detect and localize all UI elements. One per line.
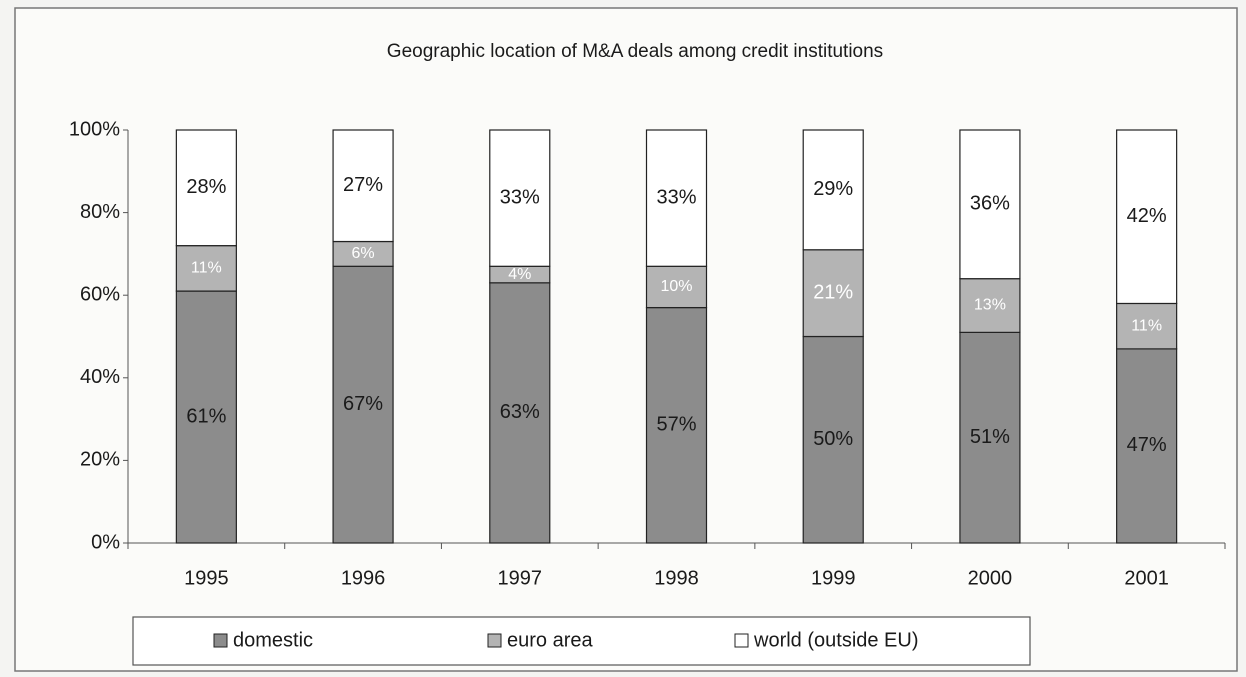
data-label: 28% [186, 176, 226, 198]
data-label: 47% [1127, 434, 1167, 456]
bar-segment [489, 282, 551, 544]
data-label: 11% [191, 260, 222, 277]
legend-label: world (outside EU) [753, 629, 919, 651]
bar-segment [802, 335, 864, 544]
x-tick-label: 1996 [341, 567, 386, 589]
y-tick-label: 20% [80, 449, 120, 471]
legend-box [132, 616, 1031, 666]
bar-segment [959, 129, 1021, 280]
data-label: 33% [500, 186, 540, 208]
bar-segment [489, 129, 551, 267]
bar-segment [802, 129, 864, 251]
data-label: 42% [1127, 205, 1167, 227]
data-label: 11% [1131, 317, 1162, 334]
x-tick-label: 1997 [498, 567, 543, 589]
x-tick-label: 2000 [968, 567, 1013, 589]
data-label: 50% [813, 428, 853, 450]
bar-segment [645, 265, 708, 309]
legend-swatch [213, 633, 228, 648]
data-label: 51% [970, 426, 1010, 448]
bar-segment [1116, 129, 1178, 305]
data-label: 57% [656, 414, 696, 436]
bar-segment [1116, 348, 1178, 544]
y-tick-label: 0% [91, 531, 120, 553]
data-label: 29% [813, 178, 853, 200]
chart-title: Geographic location of M&A deals among c… [387, 41, 883, 62]
legend-swatch [734, 633, 749, 648]
data-label: 33% [656, 186, 696, 208]
bar-segment [959, 278, 1021, 333]
x-tick-label: 1995 [184, 567, 229, 589]
x-tick-label: 2001 [1124, 567, 1169, 589]
data-label: 10% [660, 278, 692, 295]
y-tick-label: 100% [69, 118, 120, 140]
bar-segment [332, 129, 394, 243]
data-label: 21% [813, 281, 853, 303]
bar-segment [645, 306, 708, 544]
data-label: 27% [343, 174, 383, 196]
bar-segment [175, 129, 237, 247]
legend-label: euro area [507, 629, 593, 651]
bar-segment [175, 245, 237, 292]
bar-segment [959, 331, 1021, 544]
bar-segment [175, 290, 237, 544]
data-label: 13% [974, 297, 1006, 314]
legend-swatch [487, 633, 502, 648]
data-label: 63% [500, 401, 540, 423]
bar-segment [645, 129, 708, 267]
legend-label: domestic [233, 629, 313, 651]
data-label: 6% [352, 245, 375, 262]
y-tick-label: 60% [80, 283, 120, 305]
y-tick-label: 80% [80, 201, 120, 223]
data-label: 67% [343, 393, 383, 415]
data-label: 4% [508, 266, 531, 283]
x-tick-label: 1998 [654, 567, 699, 589]
bar-segment [332, 265, 394, 544]
data-label: 61% [186, 405, 226, 427]
x-tick-label: 1999 [811, 567, 856, 589]
y-tick-label: 40% [80, 366, 120, 388]
data-label: 36% [970, 193, 1010, 215]
